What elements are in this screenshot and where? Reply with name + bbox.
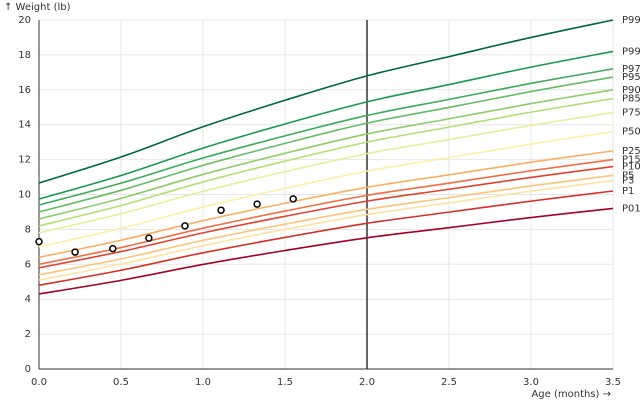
line-label: P10 (622, 162, 640, 173)
percentile-line (38, 190, 614, 287)
percentile-line (38, 97, 614, 227)
line-label: P85 (622, 94, 640, 105)
measurement-point (289, 195, 297, 203)
measurement-point (71, 248, 79, 256)
percentile-line (38, 111, 614, 234)
percentile-line (38, 179, 614, 281)
line-label: P90 (622, 85, 640, 96)
x-tick-label: 1.0 (195, 377, 211, 388)
x-tick-label: 2.0 (359, 377, 375, 388)
y-tick-label: 18 (18, 50, 31, 61)
y-tick-label: 14 (18, 120, 31, 131)
y-axis-label: ↑ Weight (lb) (4, 2, 71, 13)
line-label: P97 (622, 64, 640, 75)
percentile-line (38, 130, 614, 248)
measurement-point (217, 206, 225, 214)
line-label: P1 (622, 186, 634, 197)
measurement-point (109, 244, 117, 253)
line-label: P99 (622, 15, 640, 26)
percentile-line (38, 150, 614, 259)
y-tick-label: 4 (25, 294, 31, 305)
y-tick-label: 16 (18, 85, 31, 96)
measurement-point (35, 237, 43, 246)
percentile-line (38, 165, 614, 269)
x-tick-label: 1.5 (277, 377, 293, 388)
line-label: P75 (622, 107, 640, 118)
measurement-point (145, 234, 153, 242)
percentile-line (38, 76, 614, 213)
x-tick-label: 0.0 (31, 377, 47, 388)
line-label: P25 (622, 146, 640, 157)
line-label: P3 (622, 176, 634, 187)
y-tick-label: 0 (25, 364, 31, 375)
percentile-line (38, 158, 614, 266)
y-tick-label: 8 (25, 224, 31, 235)
percentile-line (38, 89, 614, 220)
x-tick-label: 3.5 (605, 377, 621, 388)
x-tick-label: 0.5 (113, 377, 129, 388)
y-tick-label: 6 (25, 259, 31, 270)
y-tick-label: 12 (18, 155, 31, 166)
measurement-point (253, 200, 261, 208)
percentile-line (38, 207, 614, 295)
line-label: P99 (622, 46, 640, 57)
measurement-point (181, 222, 189, 230)
line-label: P5 (622, 170, 634, 181)
percentile-line (38, 68, 614, 206)
y-tick-label: 10 (18, 190, 31, 201)
x-tick-label: 3.0 (523, 377, 539, 388)
percentile-line (38, 50, 614, 200)
x-axis-label: Age (months) → (531, 389, 611, 400)
x-tick-label: 2.5 (441, 377, 457, 388)
percentile-line (38, 19, 614, 184)
percentile-line (38, 174, 614, 276)
y-tick-label: 2 (25, 329, 31, 340)
line-label: P01 (622, 203, 640, 214)
line-label: P50 (622, 127, 640, 138)
line-label: P15 (622, 155, 640, 166)
line-label: P95 (622, 72, 640, 83)
y-tick-label: 20 (18, 15, 31, 26)
